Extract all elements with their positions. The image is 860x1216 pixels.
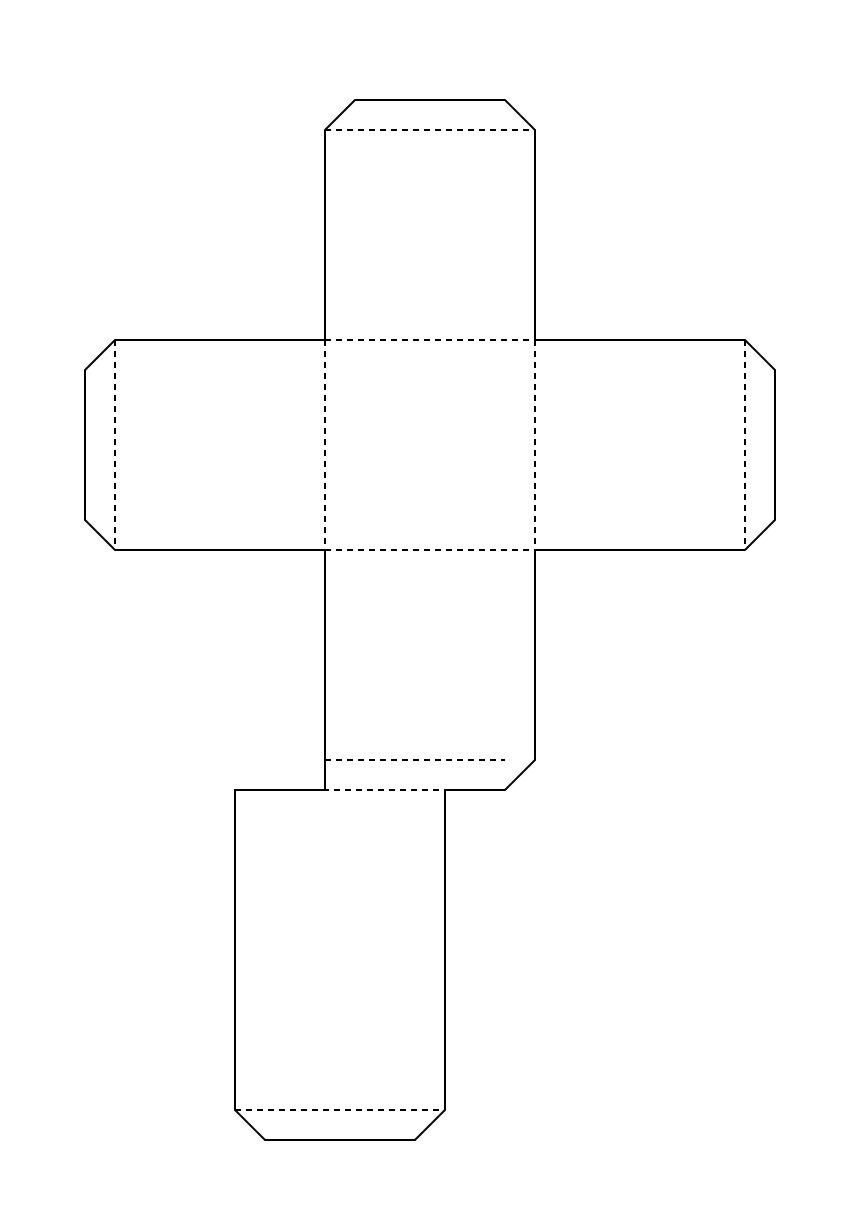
net-outline — [85, 100, 775, 1140]
cube-net-diagram — [0, 0, 860, 1216]
